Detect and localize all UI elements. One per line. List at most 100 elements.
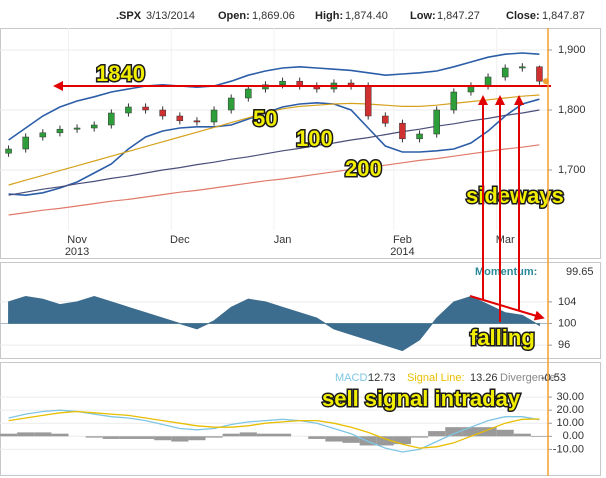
candle-body: [159, 109, 166, 117]
y-tick-label: 20.00: [556, 404, 584, 416]
candle-body: [73, 127, 81, 130]
candle-body: [279, 80, 286, 86]
histogram-bar: [496, 429, 514, 437]
histogram-bar: [119, 436, 137, 439]
reference-label: 1840: [96, 61, 145, 86]
y-tick-label: 30.00: [556, 391, 584, 403]
histogram-bar: [102, 436, 120, 439]
candle-body: [227, 97, 235, 111]
area-series: [8, 295, 540, 352]
histogram-bar: [428, 431, 446, 437]
candle-body: [22, 136, 29, 150]
annotation: sell signal intraday: [322, 386, 521, 411]
candle-body: [382, 115, 389, 124]
x-tick-label: Dec: [170, 234, 190, 246]
histogram-bar: [256, 433, 274, 437]
histogram-bar: [462, 427, 480, 437]
y-tick-label: -10.00: [553, 443, 584, 455]
macd-panel: [0, 362, 601, 476]
x-tick-label: Feb: [393, 234, 412, 246]
candle-body: [450, 91, 458, 111]
histogram-bar: [154, 436, 172, 441]
close-label: Close:: [506, 10, 540, 22]
candle-body: [433, 109, 440, 135]
histogram-bar: [205, 436, 223, 438]
histogram-bar: [188, 436, 206, 441]
candle-body: [210, 109, 218, 123]
histogram-bar: [0, 433, 18, 437]
y-tick-label: 104: [558, 296, 576, 308]
y-tick-label: 1,900: [558, 44, 586, 56]
candle-body: [536, 66, 543, 82]
candle-body: [125, 106, 132, 114]
candle-body: [39, 132, 47, 138]
histogram-bar: [222, 433, 240, 437]
histogram-bar: [171, 436, 189, 442]
legend-label: Divergence:: [500, 372, 559, 384]
y-tick-label: 0.00: [563, 430, 584, 442]
histogram-bar: [137, 436, 155, 439]
candle-body: [193, 120, 201, 123]
annotation: sideways: [466, 183, 564, 208]
low-label: Low:: [410, 10, 436, 22]
readout-value: 99.65: [566, 266, 594, 278]
open-value: 1,869.06: [252, 10, 295, 22]
histogram-bar: [51, 433, 69, 437]
legend-label: Signal Line:: [407, 372, 465, 384]
line-series: [8, 409, 540, 453]
candle-body: [245, 88, 252, 99]
low-value: 1,847.27: [437, 10, 480, 22]
annotation: 100: [296, 126, 333, 151]
high-value: 1,874.40: [345, 10, 388, 22]
candle-body: [501, 67, 509, 78]
histogram-bar: [445, 427, 463, 437]
close-value: 1,847.87: [542, 10, 585, 22]
symbol: .SPX: [116, 10, 142, 22]
legend-label: MACD:: [335, 372, 370, 384]
histogram-bar: [85, 436, 103, 438]
histogram-bar: [411, 436, 429, 438]
legend-value: 12.73: [368, 372, 396, 384]
candle-body: [416, 133, 423, 140]
arrow: [469, 295, 545, 321]
line-series: [8, 410, 540, 449]
candle-body: [5, 148, 12, 154]
line-series: [8, 109, 540, 196]
x-year-label: 2014: [390, 246, 414, 258]
histogram-bar: [342, 436, 360, 443]
y-tick-label: 100: [558, 317, 576, 329]
histogram-bar: [308, 436, 326, 439]
candle-body: [142, 106, 149, 111]
annotation: falling: [470, 325, 535, 350]
y-tick-label: 1,700: [558, 164, 586, 176]
candle-body: [56, 128, 64, 134]
annotation: 200: [345, 156, 382, 181]
candle-body: [108, 112, 115, 126]
histogram-bar: [513, 433, 531, 437]
histogram-bar: [17, 432, 35, 437]
line-series: [8, 98, 540, 197]
readout-label: Momentum:: [475, 266, 537, 278]
histogram-bar: [239, 432, 257, 437]
candle-body: [90, 124, 98, 129]
header: .SPX 3/13/2014 Open: 1,869.06 High: 1,87…: [116, 10, 585, 22]
x-tick-label: Jan: [274, 234, 292, 246]
histogram-bar: [274, 433, 292, 437]
high-label: High:: [315, 10, 343, 22]
histogram-bar: [325, 436, 343, 442]
annotation: 50: [253, 106, 277, 131]
histogram-bar: [376, 436, 394, 446]
y-tick-label: 96: [558, 339, 570, 351]
histogram-bar: [530, 436, 548, 438]
x-tick-label: Nov: [67, 234, 87, 246]
x-tick-label: Mar: [496, 234, 515, 246]
candle-body: [519, 66, 526, 69]
histogram-bar: [34, 432, 52, 437]
candle-body: [364, 85, 372, 117]
candle-body: [484, 76, 492, 87]
open-label: Open:: [218, 10, 250, 22]
candle-body: [399, 122, 406, 140]
x-year-label: 2013: [65, 246, 89, 258]
histogram-bar: [479, 427, 497, 437]
